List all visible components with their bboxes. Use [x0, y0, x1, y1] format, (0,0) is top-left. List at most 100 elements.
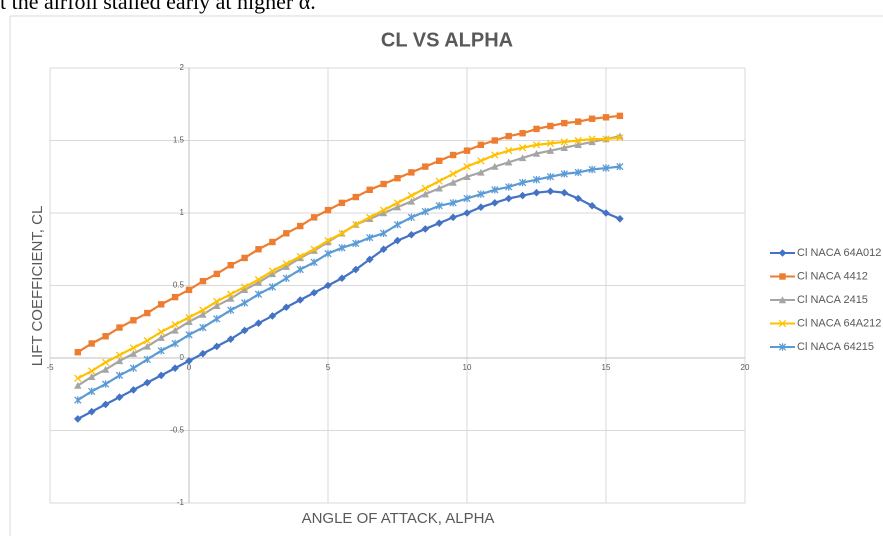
marker — [310, 245, 318, 253]
marker — [379, 209, 388, 217]
marker — [532, 149, 541, 157]
marker — [407, 230, 416, 239]
marker — [463, 173, 471, 180]
marker — [477, 190, 485, 198]
marker — [532, 175, 541, 184]
y-tick-label: 0.5 — [173, 281, 185, 290]
marker — [101, 400, 110, 409]
marker — [199, 306, 207, 314]
legend-label: Cl NACA 2415 — [797, 294, 868, 306]
marker — [394, 175, 401, 182]
marker — [393, 220, 402, 229]
marker — [547, 122, 554, 130]
marker — [157, 334, 165, 341]
marker — [421, 225, 430, 233]
marker — [241, 254, 248, 262]
y-tick-label: 1.5 — [173, 136, 185, 145]
marker — [282, 303, 291, 312]
marker — [379, 245, 388, 254]
marker — [504, 194, 513, 203]
marker — [463, 209, 471, 217]
marker — [171, 339, 179, 348]
caption: t the airfoil stalled early at higher α. — [0, 0, 316, 14]
marker — [560, 138, 568, 146]
marker — [185, 313, 193, 322]
marker — [518, 144, 527, 152]
marker — [338, 244, 346, 252]
marker — [171, 326, 179, 334]
marker — [491, 137, 498, 144]
marker — [778, 319, 787, 328]
marker — [616, 215, 624, 223]
marker — [422, 163, 429, 170]
marker — [393, 199, 402, 207]
marker — [101, 365, 110, 373]
marker — [199, 310, 207, 318]
marker — [338, 229, 346, 237]
marker — [199, 349, 207, 358]
series-line — [77, 114, 621, 354]
marker — [255, 246, 262, 253]
marker — [463, 162, 471, 171]
marker — [171, 293, 179, 301]
marker — [380, 180, 387, 188]
marker — [602, 135, 610, 143]
marker — [779, 273, 786, 280]
marker — [532, 141, 541, 149]
marker — [477, 168, 485, 176]
marker — [115, 351, 124, 359]
marker — [158, 301, 165, 308]
marker — [144, 309, 151, 317]
marker — [240, 326, 249, 335]
marker — [102, 333, 109, 340]
marker — [518, 191, 527, 200]
marker — [324, 236, 332, 245]
marker — [185, 357, 193, 365]
marker — [213, 315, 221, 323]
y-tick-label: -1 — [177, 498, 185, 507]
marker — [588, 165, 596, 174]
marker — [240, 286, 249, 294]
marker — [254, 319, 263, 327]
marker — [157, 371, 165, 380]
marker — [74, 415, 82, 423]
marker — [602, 209, 610, 217]
marker — [115, 357, 124, 365]
marker — [449, 170, 457, 178]
marker — [575, 118, 582, 125]
marker — [87, 407, 96, 416]
marker — [338, 274, 346, 283]
marker — [574, 136, 582, 145]
marker — [449, 213, 457, 222]
marker — [129, 344, 138, 352]
marker — [574, 194, 582, 203]
x-axis-title: ANGLE OF ATTACK, ALPHA — [302, 510, 495, 527]
marker — [379, 229, 388, 237]
marker — [74, 349, 81, 356]
marker — [296, 296, 304, 304]
marker — [129, 364, 138, 372]
marker — [505, 132, 512, 140]
marker — [778, 249, 787, 257]
y-axis-title: LIFT COEFFICIENT, CL — [29, 206, 46, 367]
marker — [588, 201, 596, 210]
marker — [561, 119, 568, 127]
legend-label: Cl NACA 64215 — [797, 341, 874, 353]
marker — [213, 342, 221, 351]
marker — [310, 288, 318, 297]
marker — [407, 213, 416, 222]
y-tick-label: 1 — [180, 208, 185, 217]
marker — [436, 157, 443, 164]
marker — [88, 373, 96, 381]
marker — [477, 157, 485, 165]
marker — [157, 347, 165, 355]
marker — [491, 186, 499, 194]
x-tick-label: 5 — [326, 363, 331, 372]
marker — [574, 141, 582, 149]
series-line — [77, 190, 621, 420]
marker — [213, 302, 221, 309]
marker — [268, 283, 277, 291]
marker — [116, 324, 123, 331]
marker — [296, 252, 304, 261]
